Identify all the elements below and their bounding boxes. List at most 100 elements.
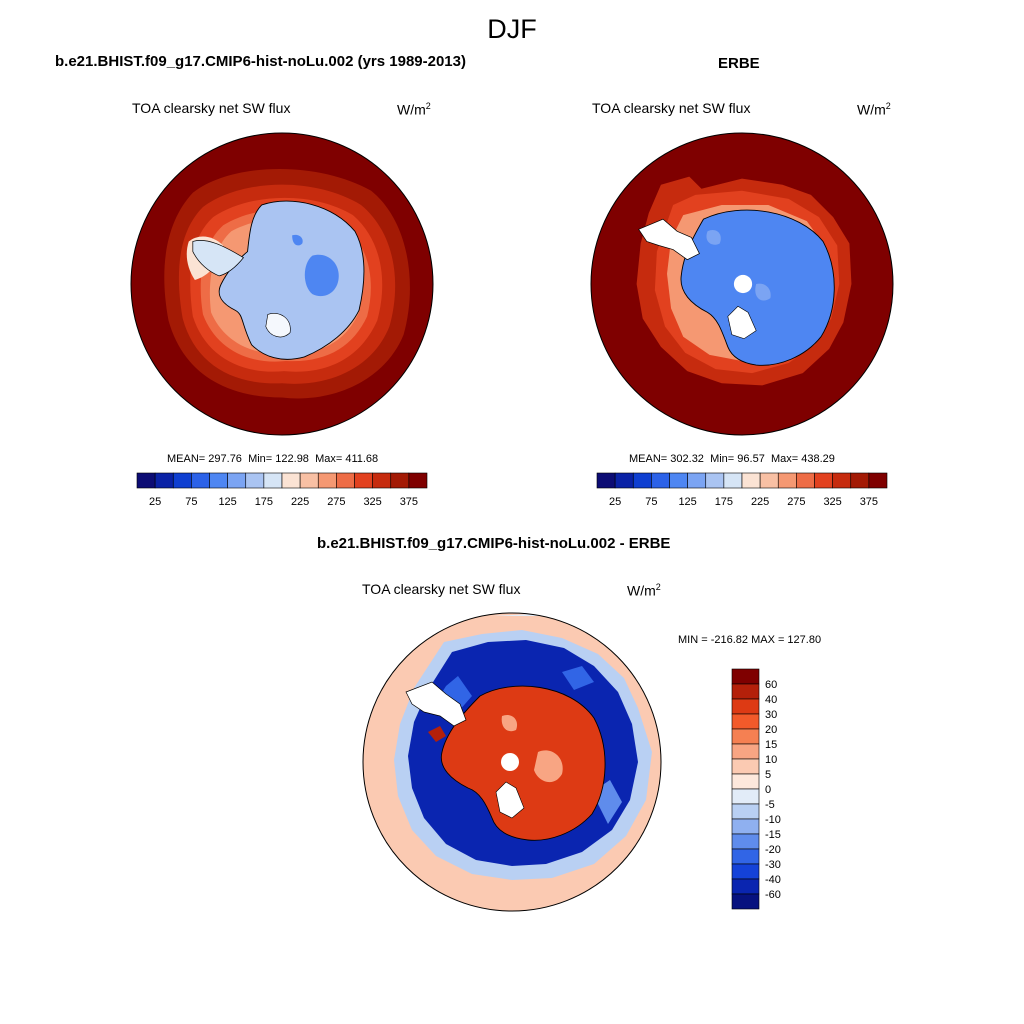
model-colorbar: 25 75 125 175 225 275 325 375 — [136, 472, 428, 508]
figure-title: DJF — [487, 14, 537, 44]
diff-minmax: MIN = -216.82 MAX = 127.80 — [678, 634, 822, 646]
colorbar-box — [209, 472, 228, 489]
colorbar-box — [868, 472, 888, 489]
diff-variable-label: TOA clearsky net SW flux — [362, 581, 521, 597]
model-units-label: W/m2 — [397, 101, 431, 118]
diff-colorbar-box — [731, 728, 760, 745]
obs-variable-label: TOA clearsky net SW flux — [592, 100, 751, 116]
colorbar-box — [705, 472, 725, 489]
obs-colorbar: 25 75 125 175 225 275 325 375 — [596, 472, 888, 508]
colorbar-box — [596, 472, 616, 489]
colorbar-box — [263, 472, 283, 489]
model-map-border — [130, 132, 434, 436]
colorbar-box — [741, 472, 761, 489]
model-dome-low — [292, 234, 303, 246]
model-stats: MEAN= 297.76 Min= 122.98 Max= 411.68 — [167, 453, 379, 465]
model-variable-label: TOA clearsky net SW flux — [132, 100, 291, 116]
diff-colorbar-tick-label: -15 — [765, 829, 781, 841]
colorbar-box — [372, 472, 392, 489]
diff-colorbar-box — [731, 863, 760, 880]
colorbar-tick-label: 225 — [291, 496, 309, 508]
diff-colorbar-tick-label: -60 — [765, 889, 781, 901]
diff-colorbar-box — [731, 893, 760, 910]
diff-colorbar-box — [731, 713, 760, 730]
obs-polar-map — [590, 132, 894, 436]
diff-interior-patch — [534, 750, 563, 783]
obs-interior-patch-2 — [755, 283, 771, 301]
diff-colorbar-box — [731, 788, 760, 805]
diff-colorbar-box — [731, 698, 760, 715]
colorbar-tick-label: 175 — [255, 496, 273, 508]
diff-peninsula-positive — [428, 726, 446, 742]
colorbar-box — [354, 472, 373, 489]
diff-colorbar-box — [731, 878, 760, 895]
diff-colorbar-tick-label: 30 — [765, 709, 777, 721]
colorbar-box — [777, 472, 797, 489]
diff-colorbar-box — [731, 773, 760, 790]
diff-colorbar-box — [731, 758, 760, 775]
diff-colorbar-tick-label: 60 — [765, 679, 777, 691]
colorbar-tick-label: 275 — [327, 496, 345, 508]
model-interior-low — [304, 254, 339, 297]
diff-peninsula-masked — [405, 681, 467, 727]
diff-colorbar-tick-label: 40 — [765, 694, 777, 706]
obs-stats: MEAN= 302.32 Min= 96.57 Max= 438.29 — [629, 453, 835, 465]
obs-peninsula-masked — [638, 218, 700, 261]
colorbar-box — [299, 472, 319, 489]
diff-colorbar-box — [731, 668, 760, 685]
colorbar-box — [614, 472, 634, 489]
colorbar-tick-label: 125 — [678, 496, 696, 508]
obs-interior-patch-1 — [706, 230, 721, 245]
colorbar-box — [172, 472, 192, 489]
diff-dome-patch — [501, 714, 518, 732]
colorbar-tick-label: 125 — [218, 496, 236, 508]
diff-units-label: W/m2 — [627, 582, 661, 599]
colorbar-box — [796, 472, 815, 489]
diff-pole-hole — [501, 753, 519, 771]
colorbar-tick-label: 175 — [715, 496, 733, 508]
diff-colorbar-box — [731, 818, 760, 835]
colorbar-tick-label: 225 — [751, 496, 769, 508]
diff-colorbar-box — [731, 743, 760, 760]
colorbar-box — [759, 472, 779, 489]
colorbar-tick-label: 25 — [609, 496, 621, 508]
diff-colorbar-box — [731, 848, 760, 865]
colorbar-box — [245, 472, 265, 489]
diff-colorbar-box — [731, 683, 760, 700]
colorbar-box — [814, 472, 833, 489]
colorbar-box — [669, 472, 688, 489]
diff-colorbar-tick-label: -10 — [765, 814, 781, 826]
diff-negative-patch-3 — [562, 666, 594, 690]
diff-antarctica-positive — [440, 685, 606, 841]
colorbar-box — [336, 472, 355, 489]
model-polar-map — [130, 132, 434, 436]
diff-panel-title: b.e21.BHIST.f09_g17.CMIP6-hist-noLu.002 … — [317, 535, 671, 552]
diff-colorbar-tick-label: 10 — [765, 754, 777, 766]
obs-units-label: W/m2 — [857, 101, 891, 118]
colorbar-box — [191, 472, 210, 489]
diff-colorbar-tick-label: 0 — [765, 784, 771, 796]
diff-colorbar-tick-label: -30 — [765, 859, 781, 871]
diff-colorbar-tick-label: 5 — [765, 769, 771, 781]
diff-map-border — [362, 612, 662, 912]
colorbar-box — [687, 472, 707, 489]
obs-pole-hole — [733, 274, 753, 294]
colorbar-tick-label: 25 — [149, 496, 161, 508]
colorbar-tick-label: 375 — [400, 496, 418, 508]
diff-colorbar-tick-label: -40 — [765, 874, 781, 886]
colorbar-tick-label: 325 — [363, 496, 381, 508]
colorbar-tick-label: 375 — [860, 496, 878, 508]
colorbar-tick-label: 75 — [185, 496, 197, 508]
colorbar-box — [390, 472, 410, 489]
colorbar-box — [850, 472, 870, 489]
obs-ross-shelf-masked — [727, 305, 757, 340]
diff-colorbar-box — [731, 833, 760, 850]
diff-polar-map — [362, 612, 662, 912]
diff-colorbar-tick-label: 15 — [765, 739, 777, 751]
colorbar-tick-label: 75 — [645, 496, 657, 508]
colorbar-box — [651, 472, 670, 489]
colorbar-box — [136, 472, 156, 489]
diff-colorbar-tick-label: 20 — [765, 724, 777, 736]
model-ross-shelf — [265, 313, 291, 338]
colorbar-tick-label: 325 — [823, 496, 841, 508]
